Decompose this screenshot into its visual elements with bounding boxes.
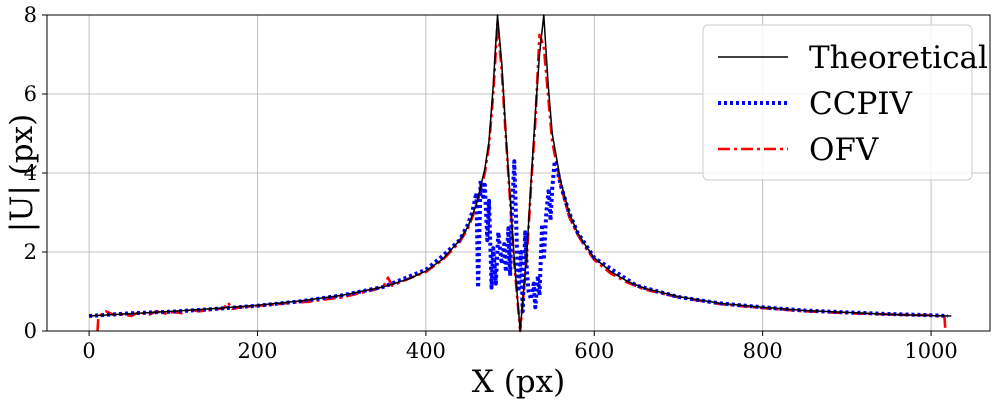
y-tick-label: 4 [24, 161, 37, 185]
x-tick-label: 0 [82, 339, 95, 363]
y-tick-label: 2 [24, 240, 37, 264]
series-layer [88, 14, 952, 333]
y-tick-label: 0 [24, 319, 37, 343]
x-tick-label: 400 [406, 339, 446, 363]
x-axis-label: X (px) [472, 364, 565, 400]
axis-ticks: 0 200 400 600 800 1000 0 2 4 6 8 [24, 3, 958, 363]
series-line-ccpiv [88, 159, 948, 318]
x-tick-label: 600 [574, 339, 614, 363]
x-tick-label: 1000 [904, 339, 957, 363]
y-axis-label: |U| (px) [4, 114, 40, 232]
y-tick-label: 6 [24, 82, 37, 106]
legend-box [702, 24, 973, 181]
legend-label-theoretical: Theoretical [809, 40, 988, 76]
y-tick-label: 8 [24, 3, 37, 27]
x-tick-label: 800 [743, 339, 783, 363]
legend: Theoretical CCPIV OFV [702, 24, 988, 181]
legend-label-ccpiv: CCPIV [809, 86, 913, 122]
x-tick-label: 200 [237, 339, 277, 363]
series-line-theoretical [89, 14, 952, 332]
legend-label-ofv: OFV [809, 132, 879, 168]
